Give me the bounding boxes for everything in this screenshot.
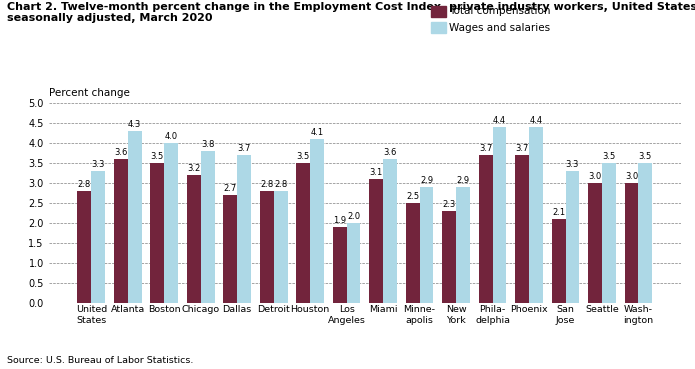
- Text: 3.2: 3.2: [187, 164, 200, 173]
- Bar: [296, 163, 310, 303]
- Text: 2.9: 2.9: [457, 176, 470, 185]
- Text: 2.0: 2.0: [347, 212, 360, 221]
- Bar: [369, 179, 383, 303]
- Bar: [625, 183, 639, 303]
- Bar: [602, 163, 616, 303]
- Text: Wages and salaries: Wages and salaries: [449, 23, 550, 33]
- Bar: [164, 143, 178, 303]
- Text: 4.3: 4.3: [128, 120, 141, 129]
- Bar: [187, 175, 201, 303]
- Text: 3.6: 3.6: [384, 148, 397, 157]
- Bar: [260, 191, 274, 303]
- Bar: [150, 163, 164, 303]
- Bar: [442, 211, 456, 303]
- Bar: [223, 195, 237, 303]
- Text: 2.9: 2.9: [420, 176, 433, 185]
- Bar: [588, 183, 602, 303]
- Text: 2.5: 2.5: [406, 192, 419, 201]
- Bar: [91, 171, 105, 303]
- Text: 3.3: 3.3: [566, 160, 579, 169]
- Bar: [406, 203, 420, 303]
- Text: 3.1: 3.1: [370, 168, 383, 177]
- Bar: [333, 227, 347, 303]
- Bar: [529, 127, 543, 303]
- Text: 4.1: 4.1: [311, 128, 324, 137]
- Text: 3.8: 3.8: [201, 140, 214, 149]
- Text: 3.7: 3.7: [479, 144, 492, 153]
- Bar: [639, 163, 653, 303]
- Text: Percent change: Percent change: [49, 88, 129, 98]
- Bar: [552, 219, 566, 303]
- Text: 3.5: 3.5: [639, 152, 652, 161]
- Text: 2.3: 2.3: [443, 200, 456, 209]
- Text: 3.0: 3.0: [625, 172, 638, 181]
- Bar: [347, 223, 361, 303]
- Text: Source: U.S. Bureau of Labor Statistics.: Source: U.S. Bureau of Labor Statistics.: [7, 356, 193, 365]
- Bar: [77, 191, 91, 303]
- Text: 3.7: 3.7: [516, 144, 529, 153]
- Bar: [456, 187, 470, 303]
- Text: 3.5: 3.5: [297, 152, 310, 161]
- Text: 3.5: 3.5: [603, 152, 616, 161]
- Bar: [383, 159, 397, 303]
- Text: 3.0: 3.0: [589, 172, 602, 181]
- Text: 2.1: 2.1: [552, 208, 565, 217]
- Text: 2.8: 2.8: [78, 180, 91, 189]
- Text: 3.3: 3.3: [92, 160, 105, 169]
- Bar: [114, 159, 128, 303]
- Bar: [479, 155, 493, 303]
- Text: 3.6: 3.6: [114, 148, 127, 157]
- Text: 2.7: 2.7: [224, 184, 237, 193]
- Text: 2.8: 2.8: [274, 180, 287, 189]
- Bar: [310, 139, 324, 303]
- Text: 4.0: 4.0: [165, 132, 178, 141]
- Bar: [128, 131, 142, 303]
- Text: seasonally adjusted, March 2020: seasonally adjusted, March 2020: [7, 13, 213, 23]
- Bar: [274, 191, 288, 303]
- Bar: [201, 151, 215, 303]
- Bar: [566, 171, 580, 303]
- Bar: [420, 187, 434, 303]
- Bar: [493, 127, 507, 303]
- Text: 2.8: 2.8: [260, 180, 273, 189]
- Text: 3.7: 3.7: [238, 144, 251, 153]
- Text: 4.4: 4.4: [530, 116, 543, 125]
- Text: 4.4: 4.4: [493, 116, 506, 125]
- Text: 1.9: 1.9: [333, 216, 346, 225]
- Bar: [515, 155, 529, 303]
- Text: Total compensation: Total compensation: [449, 6, 550, 16]
- Bar: [237, 155, 251, 303]
- Text: 3.5: 3.5: [151, 152, 164, 161]
- Text: Chart 2. Twelve-month percent change in the Employment Cost Index, private indus: Chart 2. Twelve-month percent change in …: [7, 2, 695, 12]
